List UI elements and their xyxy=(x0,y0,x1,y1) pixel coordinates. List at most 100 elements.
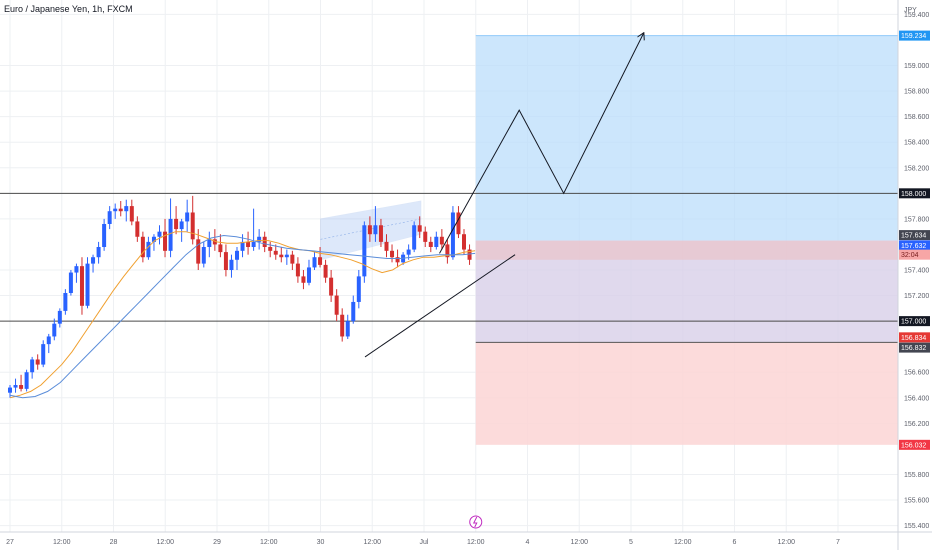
candle-body xyxy=(428,241,433,247)
candle-body xyxy=(434,236,439,247)
x-tick-label: 7 xyxy=(836,539,840,546)
x-tick-label: 12:00 xyxy=(674,539,692,546)
x-tick-label: 12:00 xyxy=(260,539,278,546)
candle-body xyxy=(212,239,217,245)
candle-body xyxy=(240,241,245,251)
candle-body xyxy=(151,236,156,242)
candle-body xyxy=(19,385,24,389)
candle-body xyxy=(129,206,134,222)
target-zone xyxy=(475,35,898,241)
y-tick-label: 155.800 xyxy=(904,472,929,479)
candle-body xyxy=(63,293,68,311)
y-tick-label: 156.600 xyxy=(904,370,929,377)
price-badge xyxy=(899,188,930,199)
candle-body xyxy=(85,263,90,306)
candle-body xyxy=(262,236,267,247)
candle-body xyxy=(462,234,467,250)
candle-body xyxy=(8,387,12,393)
trendline xyxy=(364,254,516,358)
candle-body xyxy=(445,244,450,258)
x-tick-label: 12:00 xyxy=(156,539,174,546)
y-tick-label: 158.600 xyxy=(904,114,929,121)
candle-body xyxy=(118,208,123,212)
candle-body xyxy=(356,276,361,302)
candle-body xyxy=(306,267,311,283)
price-badge xyxy=(899,439,930,450)
candle-body xyxy=(102,223,107,247)
candle-body xyxy=(351,301,356,322)
y-tick-label: 157.200 xyxy=(904,293,929,300)
candle-body xyxy=(467,249,472,260)
candle-body xyxy=(79,266,84,306)
price-badge-label: 156.832 xyxy=(901,345,926,352)
event-marker xyxy=(469,515,483,529)
stop-zone xyxy=(475,342,898,445)
x-tick-label: 27 xyxy=(6,539,14,546)
candle-body xyxy=(196,239,201,264)
price-badge-label: 157.634 xyxy=(901,233,926,240)
candle-body xyxy=(395,257,400,263)
candle-body xyxy=(46,336,51,345)
candle-body xyxy=(312,257,317,268)
price-badge-label: 159.234 xyxy=(901,33,926,40)
candle-body xyxy=(52,323,57,337)
candle-body xyxy=(174,218,179,230)
x-tick-label: Jul xyxy=(420,539,429,546)
candle-body xyxy=(362,225,367,277)
price-badge xyxy=(899,332,930,343)
candle-body xyxy=(373,225,378,235)
y-tick-label: 158.400 xyxy=(904,140,929,147)
candle-body xyxy=(30,359,35,373)
candle-body xyxy=(68,272,73,294)
x-tick-label: 12:00 xyxy=(53,539,71,546)
candle-body xyxy=(323,264,328,278)
candle-body xyxy=(279,254,284,258)
entry-band xyxy=(475,240,898,260)
candle-body xyxy=(439,236,444,245)
price-badge xyxy=(899,342,930,353)
price-badge-label: 158.000 xyxy=(901,191,926,198)
candle-body xyxy=(91,257,96,264)
x-tick-label: 30 xyxy=(317,539,325,546)
candle-body xyxy=(246,241,251,247)
price-badge xyxy=(899,249,930,260)
chart-title: Euro / Japanese Yen, 1h, FXCM xyxy=(4,4,133,14)
candle-body xyxy=(251,241,256,247)
candle-body xyxy=(367,225,372,235)
candle-body xyxy=(417,225,422,232)
y-tick-label: 157.800 xyxy=(904,216,929,223)
price-axis-bg xyxy=(898,0,932,550)
candle-body xyxy=(74,266,79,273)
candle-body xyxy=(229,259,234,270)
candle-body xyxy=(190,212,195,240)
y-tick-label: 158.800 xyxy=(904,89,929,96)
price-badge-label: 32:04 xyxy=(901,252,919,259)
candle-body xyxy=(168,218,173,251)
candle-body xyxy=(223,252,228,270)
price-badge-label: 157.000 xyxy=(901,319,926,326)
y-tick-label: 159.000 xyxy=(904,63,929,70)
candle-body xyxy=(113,208,118,212)
y-tick-label: 157.400 xyxy=(904,268,929,275)
channel-midline xyxy=(320,218,421,240)
candle-body xyxy=(218,244,223,253)
candle-body xyxy=(450,212,455,258)
candle-body xyxy=(35,359,40,365)
candle-body xyxy=(146,241,151,258)
x-tick-label: 12:00 xyxy=(777,539,795,546)
candle-body xyxy=(157,231,162,237)
candle-body xyxy=(384,241,389,251)
candle-body xyxy=(257,236,262,242)
x-tick-label: 12:00 xyxy=(570,539,588,546)
candle-body xyxy=(334,295,339,315)
candle-body xyxy=(345,321,350,337)
candle-body xyxy=(284,254,289,258)
x-tick-label: 5 xyxy=(629,539,633,546)
x-tick-label: 6 xyxy=(733,539,737,546)
candle-body xyxy=(340,314,345,337)
candle-body xyxy=(412,225,417,250)
projection-path xyxy=(439,34,644,254)
y-tick-label: 156.400 xyxy=(904,395,929,402)
